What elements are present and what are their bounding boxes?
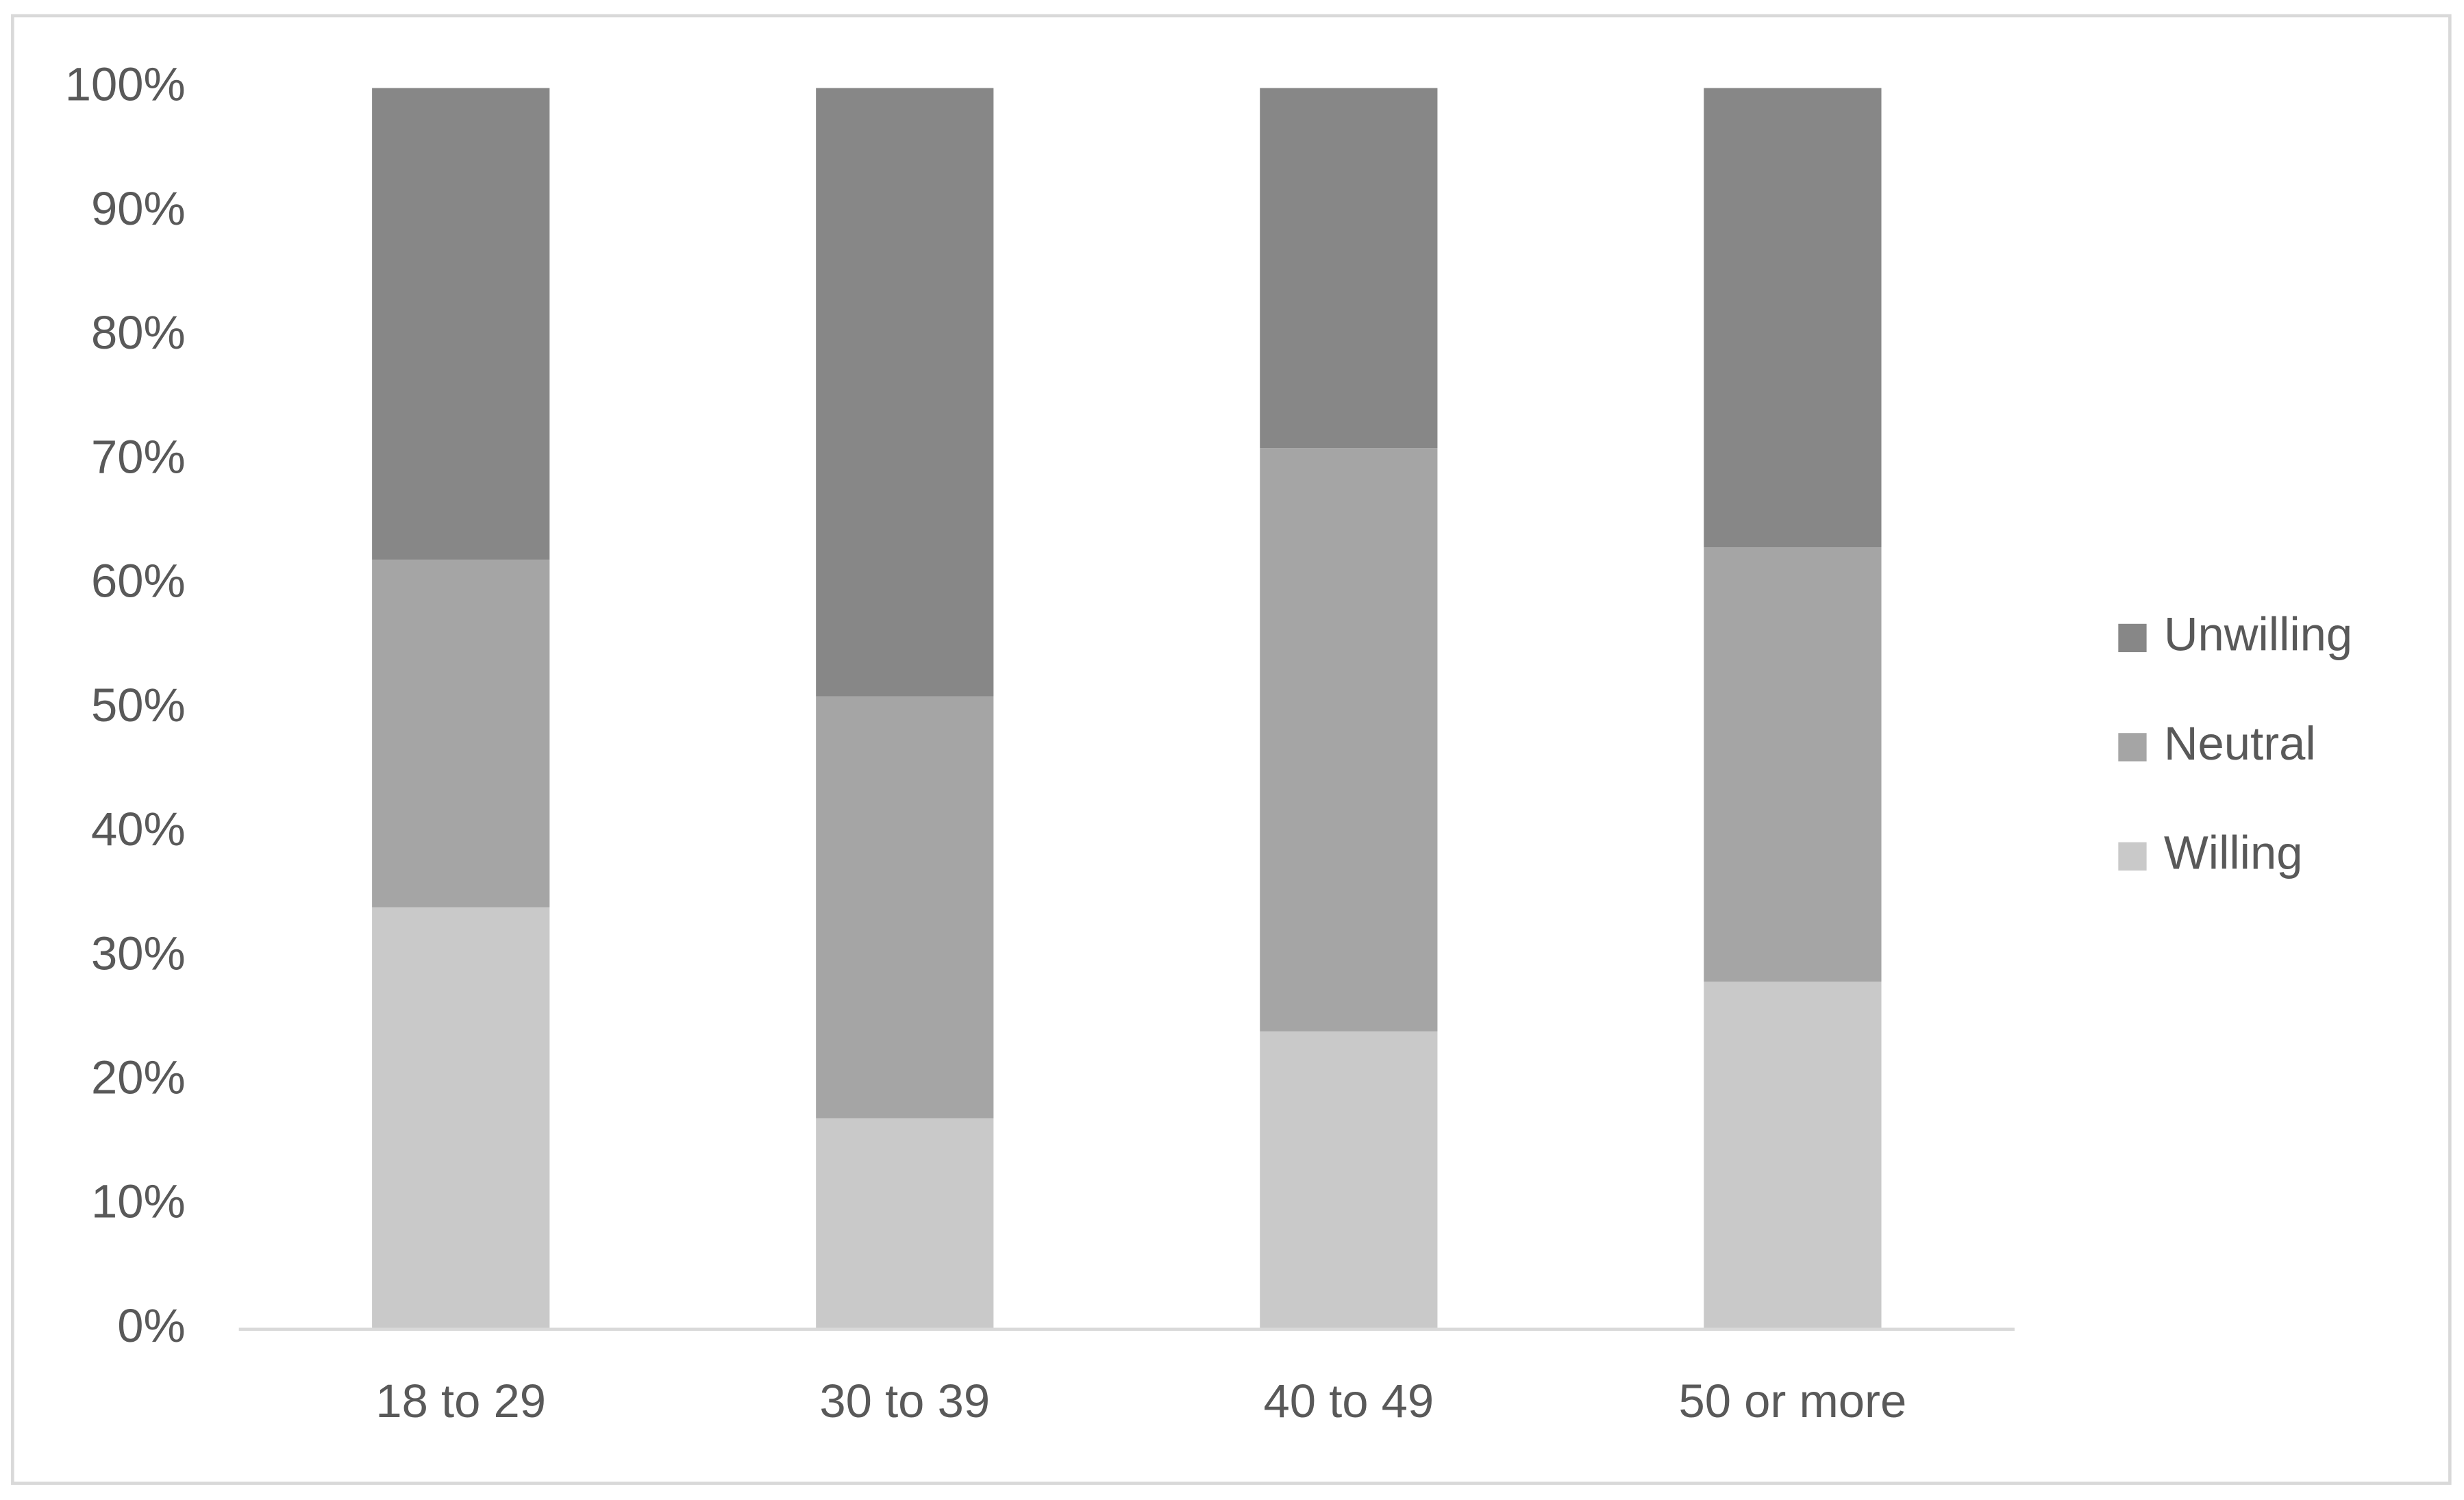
- bar-segment: [1260, 448, 1438, 1032]
- y-tick-label: 50%: [91, 679, 186, 732]
- y-tick-label: 0%: [117, 1299, 185, 1352]
- bar-segment: [1704, 547, 1882, 982]
- y-tick-label: 90%: [91, 182, 186, 235]
- y-tick-label: 60%: [91, 555, 186, 608]
- bar-segment: [1260, 1031, 1438, 1329]
- y-tick-label: 100%: [65, 58, 186, 111]
- bar-segment: [1704, 982, 1882, 1329]
- legend-swatch: [2118, 623, 2147, 653]
- y-tick-label: 30%: [91, 927, 186, 979]
- x-tick-label: 50 or more: [1679, 1375, 1907, 1427]
- y-tick-label: 80%: [91, 306, 186, 359]
- bar-segment: [1260, 88, 1438, 449]
- legend-swatch: [2118, 842, 2147, 871]
- legend-label: Willing: [2164, 826, 2303, 879]
- bar-segment: [372, 907, 550, 1329]
- y-tick-label: 20%: [91, 1051, 186, 1104]
- bar-segment: [372, 560, 550, 908]
- y-tick-label: 70%: [91, 430, 186, 483]
- legend-label: Neutral: [2164, 717, 2316, 770]
- bar-segment: [816, 88, 994, 697]
- bar-segment: [372, 88, 550, 560]
- x-tick-label: 18 to 29: [375, 1375, 546, 1427]
- x-tick-label: 40 to 49: [1263, 1375, 1434, 1427]
- bar-segment: [1704, 88, 1882, 548]
- y-tick-label: 10%: [91, 1175, 186, 1228]
- bar-segment: [816, 1118, 994, 1329]
- bar-segment: [816, 696, 994, 1118]
- legend-label: Unwilling: [2164, 608, 2352, 661]
- x-tick-label: 30 to 39: [819, 1375, 990, 1427]
- y-tick-label: 40%: [91, 803, 186, 855]
- legend-swatch: [2118, 733, 2147, 762]
